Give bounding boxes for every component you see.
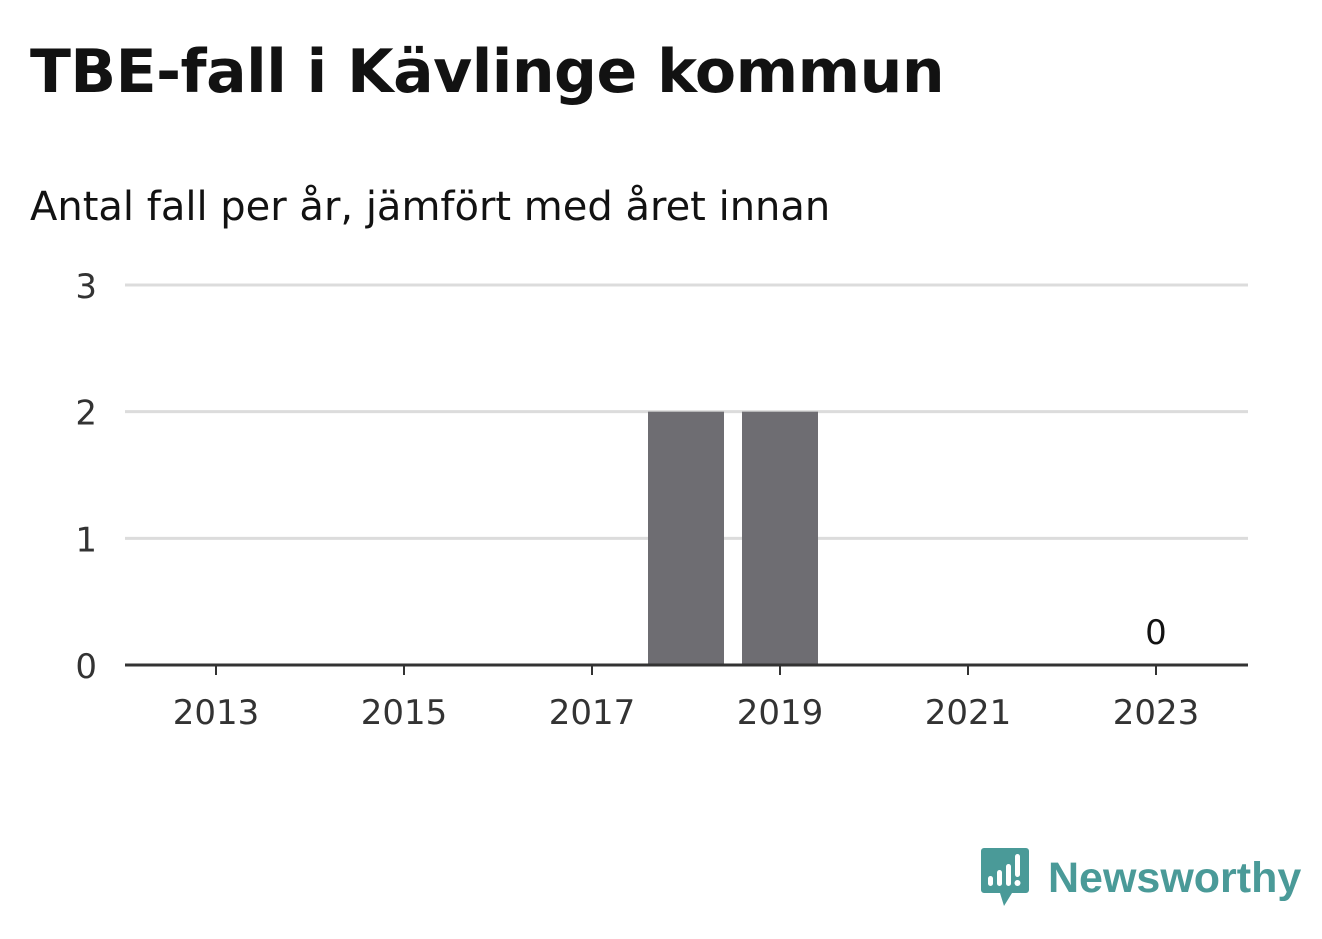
y-tick-label: 0	[75, 647, 97, 687]
newsworthy-logo-icon	[981, 848, 1029, 906]
brand-name: Newsworthy	[1048, 853, 1302, 902]
x-axis-tick-labels: 2013 2015 2017 2019 2021 2023	[173, 665, 1200, 733]
bar-chart: 0 1 2 3 2013 2015 2017 2019 2021 2023 0	[75, 267, 1248, 733]
bars	[648, 411, 818, 665]
chart-title: TBE-fall i Kävlinge kommun	[30, 37, 945, 107]
x-tick-label: 2017	[549, 693, 636, 733]
x-tick-label: 2019	[737, 693, 824, 733]
annotations: 0	[1145, 613, 1167, 653]
y-axis-tick-labels: 0 1 2 3	[75, 267, 97, 687]
x-tick-label: 2015	[361, 693, 448, 733]
data-label: 0	[1145, 613, 1167, 653]
x-tick-label: 2023	[1113, 693, 1200, 733]
brand-logo: Newsworthy	[980, 846, 1301, 910]
y-tick-label: 2	[75, 394, 97, 434]
x-tick-label: 2021	[925, 693, 1012, 733]
y-tick-label: 1	[75, 520, 97, 560]
bar-2018	[648, 411, 724, 665]
y-tick-label: 3	[75, 267, 97, 307]
x-tick-label: 2013	[173, 693, 260, 733]
bar-2019	[742, 411, 818, 665]
chart-subtitle: Antal fall per år, jämfört med året inna…	[30, 184, 831, 230]
